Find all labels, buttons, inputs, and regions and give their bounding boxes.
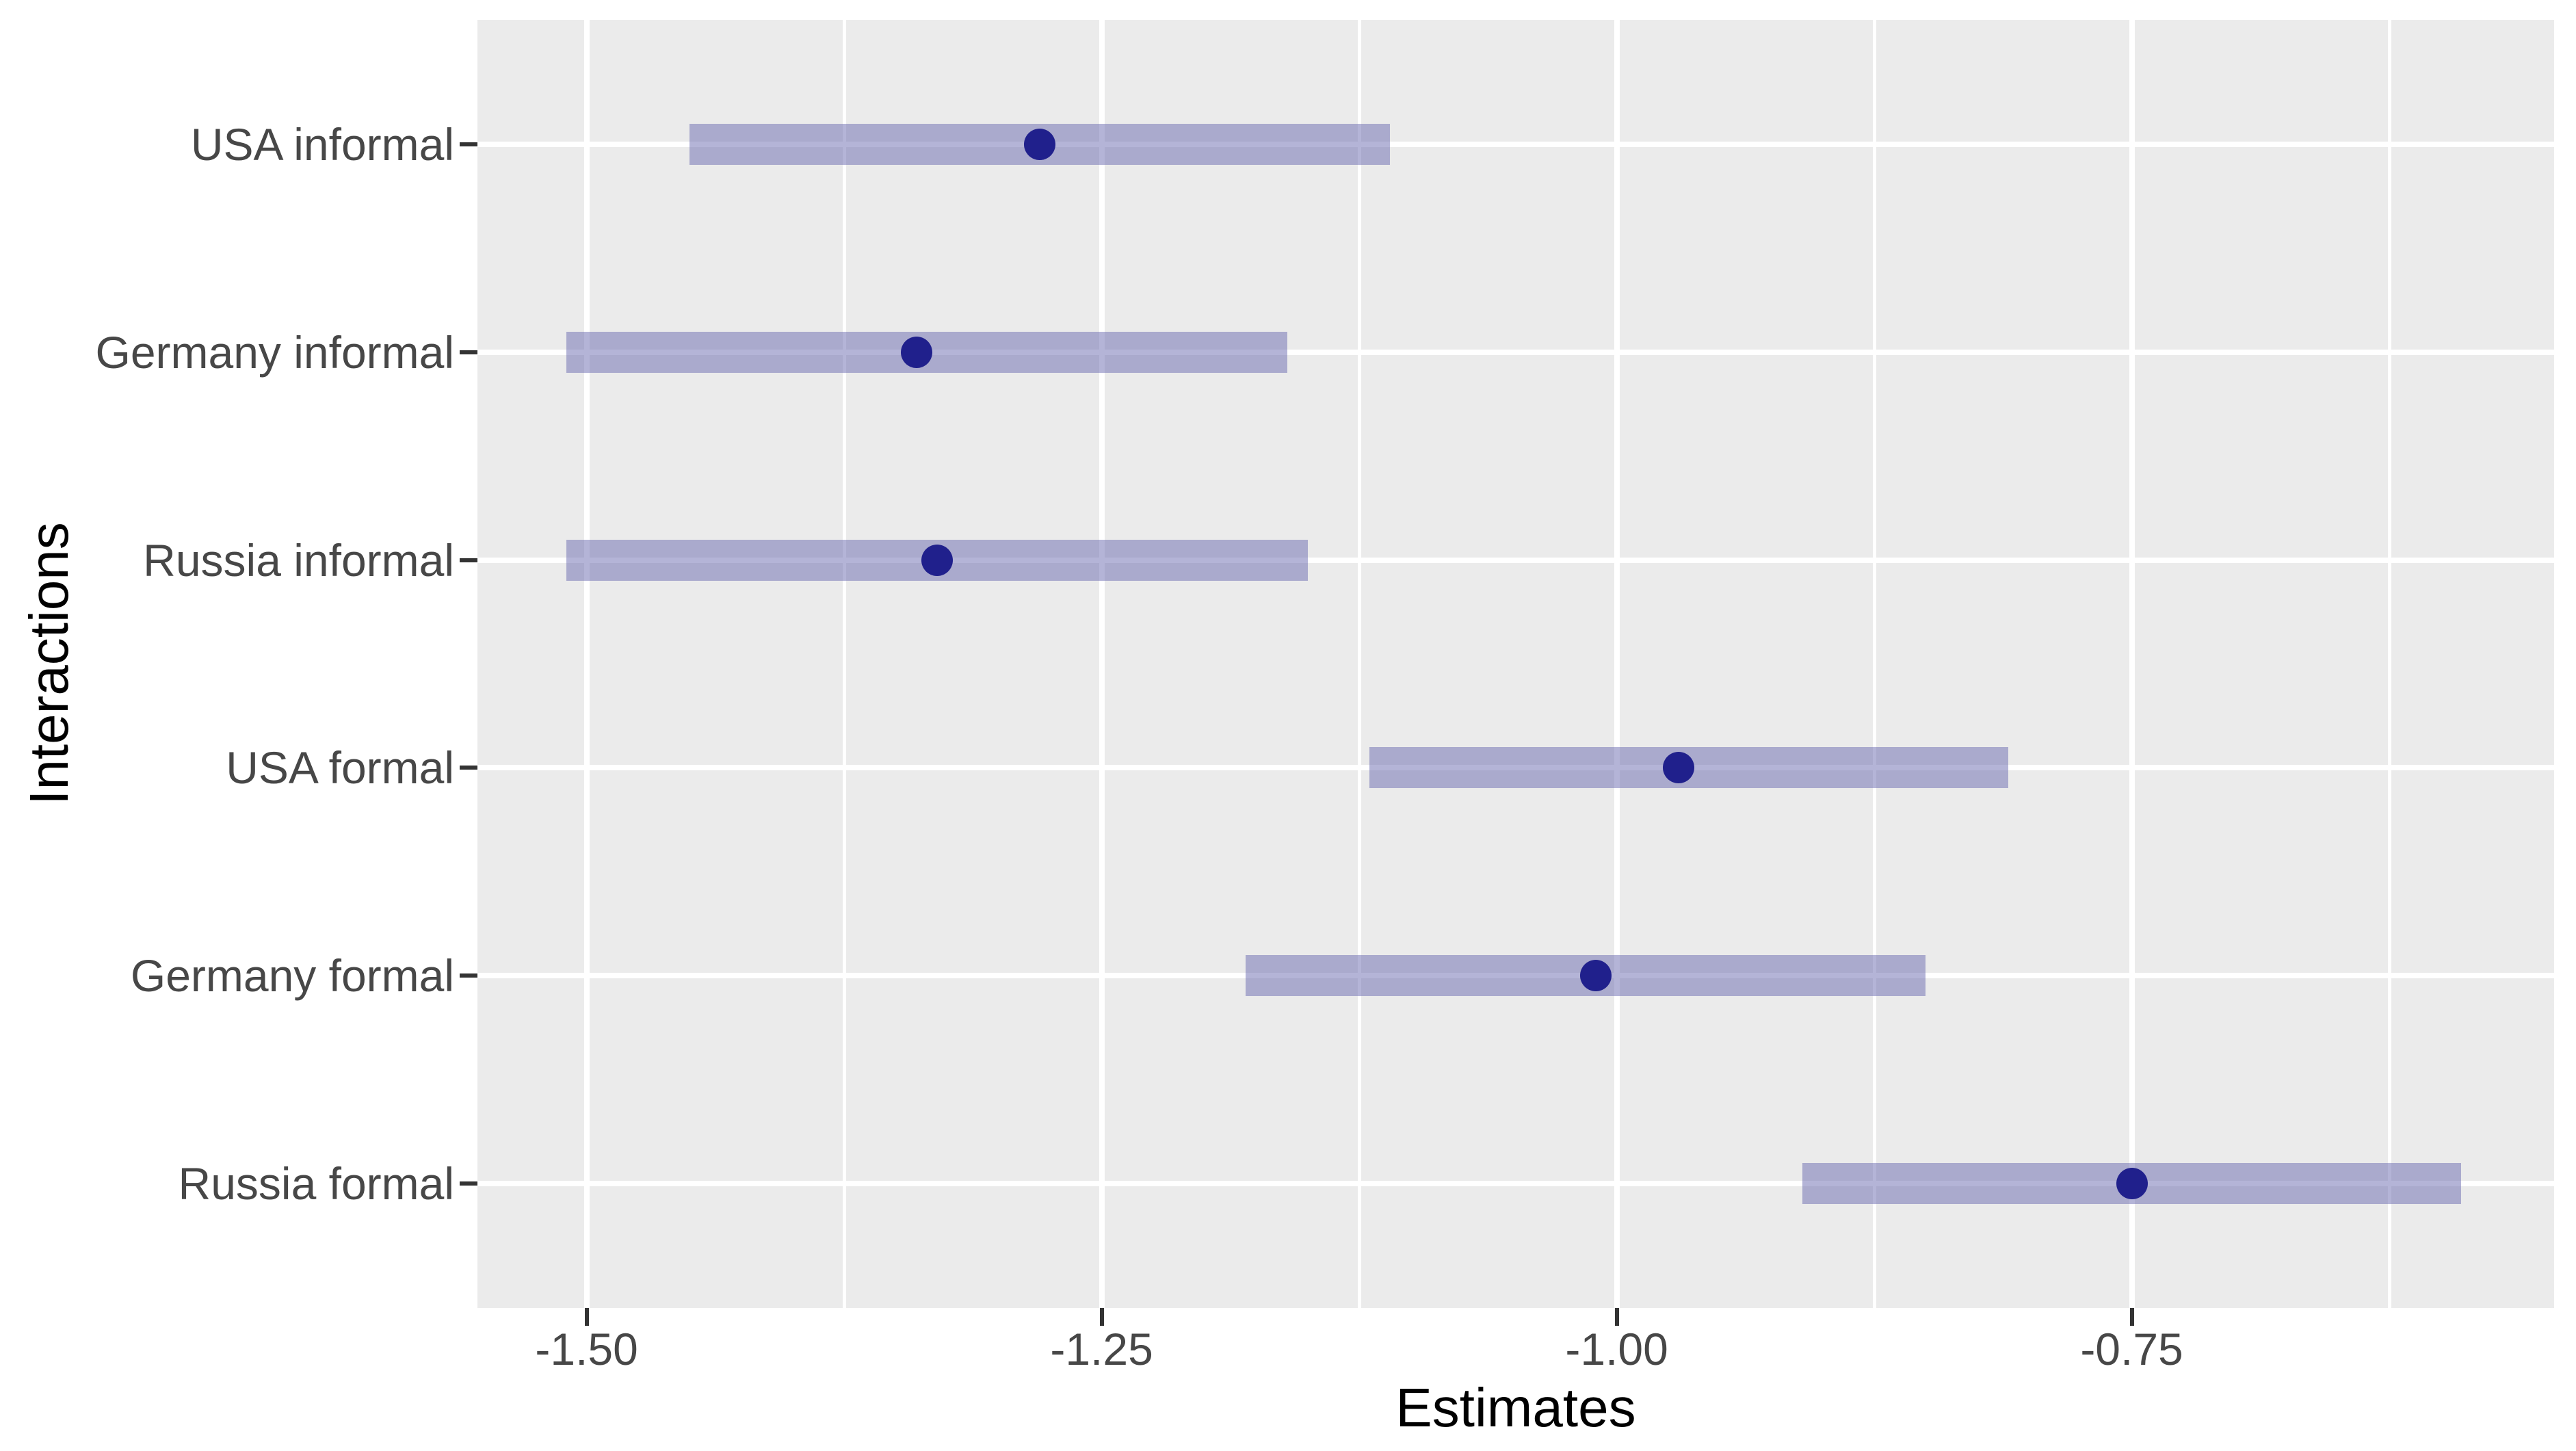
x-tick-label: -1.25 xyxy=(1050,1324,1153,1374)
gridline-minor-x xyxy=(842,20,846,1308)
y-axis-title: Interactions xyxy=(18,522,79,805)
x-tick-label: -1.00 xyxy=(1565,1324,1668,1374)
gridline-minor-x xyxy=(1872,20,1876,1308)
estimate-point xyxy=(1580,960,1612,992)
estimate-point xyxy=(1024,129,1056,161)
estimate-point xyxy=(900,336,932,368)
x-tick-mark xyxy=(2129,1308,2134,1326)
y-tick-label: Germany formal xyxy=(130,950,454,1002)
gridline-minor-x xyxy=(1357,20,1361,1308)
estimate-point xyxy=(921,544,953,576)
estimate-point xyxy=(1662,752,1694,784)
gridline-major-x xyxy=(1099,20,1105,1308)
y-tick-mark xyxy=(460,766,477,770)
gridline-major-x xyxy=(2129,20,2135,1308)
x-tick-mark xyxy=(1614,1308,1619,1326)
x-tick-label: -0.75 xyxy=(2080,1324,2183,1374)
x-tick-mark xyxy=(584,1308,589,1326)
y-tick-mark xyxy=(460,558,477,562)
y-tick-label: USA informal xyxy=(190,119,454,170)
y-tick-mark xyxy=(460,1181,477,1186)
gridline-minor-x xyxy=(2387,20,2391,1308)
gridline-major-y xyxy=(477,557,2554,563)
y-tick-label: Russia informal xyxy=(143,534,454,586)
estimate-point xyxy=(2116,1167,2148,1199)
gridline-major-x xyxy=(583,20,590,1308)
gridline-major-y xyxy=(477,1180,2554,1186)
y-tick-mark xyxy=(460,973,477,978)
y-tick-label: Germany informal xyxy=(95,326,455,378)
y-tick-label: Russia formal xyxy=(178,1158,454,1209)
y-tick-label: USA formal xyxy=(226,742,454,794)
gridline-major-y xyxy=(477,142,2554,148)
x-tick-label: -1.50 xyxy=(535,1324,638,1374)
plot-panel xyxy=(477,20,2554,1308)
gridline-major-y xyxy=(477,349,2554,355)
x-tick-mark xyxy=(1099,1308,1104,1326)
gridline-major-x xyxy=(1614,20,1620,1308)
y-tick-mark xyxy=(460,142,477,147)
y-tick-mark xyxy=(460,350,477,354)
x-axis-title: Estimates xyxy=(1395,1377,1636,1438)
